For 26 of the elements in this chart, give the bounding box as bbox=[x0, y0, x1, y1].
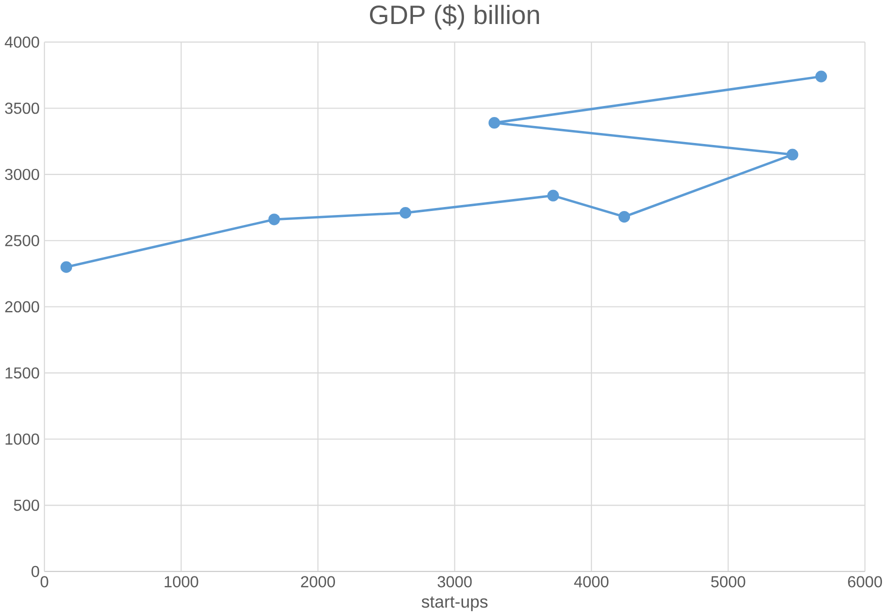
x-tick-label: 2000 bbox=[301, 576, 335, 588]
point bbox=[786, 148, 798, 161]
point bbox=[268, 214, 280, 226]
y-tick-label: 3000 bbox=[5, 169, 40, 180]
x-tick-label: 5000 bbox=[711, 576, 746, 588]
point bbox=[400, 207, 412, 219]
point bbox=[547, 190, 559, 202]
x-tick-label: 3000 bbox=[438, 576, 472, 588]
x-tick-label: 4000 bbox=[574, 576, 608, 588]
point bbox=[488, 117, 500, 129]
point bbox=[815, 70, 827, 83]
y-tick-label: 4000 bbox=[4, 36, 40, 48]
y-tick-label: 1500 bbox=[6, 368, 40, 379]
point bbox=[60, 261, 72, 274]
x-tick-label: 0 bbox=[40, 576, 48, 588]
y-tick-label: 2000 bbox=[5, 301, 40, 313]
y-tick-label: 3500 bbox=[5, 102, 40, 114]
x-axis-title: start-ups bbox=[422, 596, 488, 612]
x-tick-label: 6000 bbox=[848, 576, 882, 588]
point bbox=[618, 211, 630, 223]
chart-title: GDP ($) billion bbox=[370, 4, 539, 30]
y-tick-label: 1000 bbox=[6, 434, 40, 445]
y-tick-label: 0 bbox=[32, 566, 40, 578]
y-tick-label: 500 bbox=[14, 500, 40, 512]
x-tick-label: 1000 bbox=[164, 576, 198, 588]
y-tick-label: 2500 bbox=[5, 235, 40, 246]
